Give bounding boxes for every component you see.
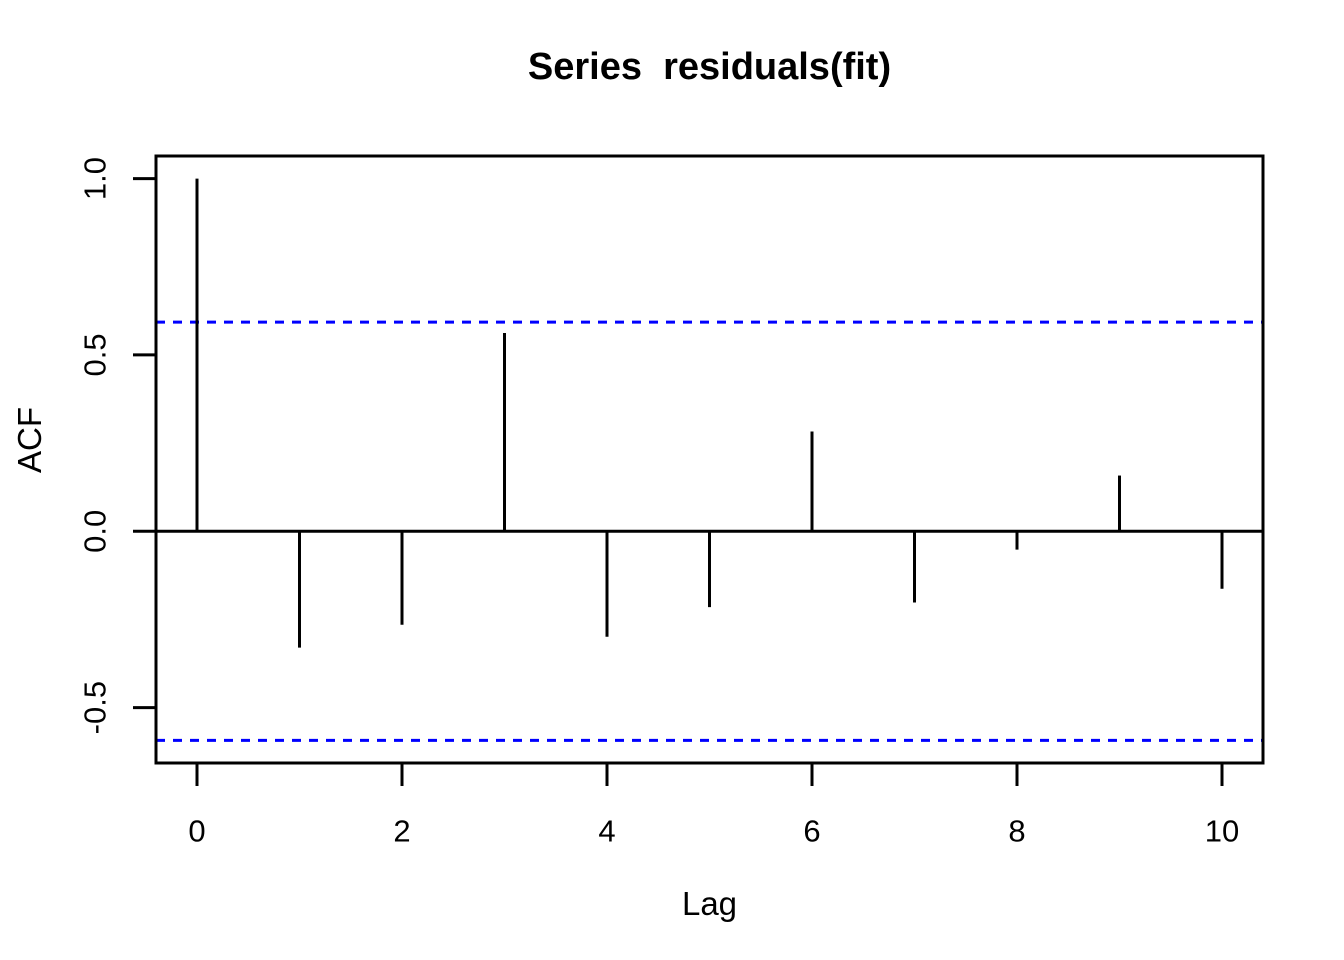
plot-box — [154, 154, 1265, 765]
x-tick-label-2: 2 — [393, 814, 410, 849]
y-axis-title-text: ACF — [11, 407, 48, 473]
y-tick-label-0: 0.0 — [78, 510, 113, 553]
x-axis-title: Lag — [681, 885, 738, 922]
x-tick-label-10: 10 — [1205, 814, 1239, 849]
x-tick-label-8: 8 — [1008, 814, 1025, 849]
x-tick-label-4: 4 — [598, 814, 615, 849]
y-tick-label-1: 1.0 — [78, 157, 113, 200]
x-tick-label-6: 6 — [803, 814, 820, 849]
chart-title: Series residuals(fit) — [527, 46, 892, 88]
x-tick-label-0: 0 — [188, 814, 205, 849]
y-tick-label-0.5: 0.5 — [78, 333, 113, 376]
y-tick-label--0.5: -0.5 — [78, 681, 113, 734]
